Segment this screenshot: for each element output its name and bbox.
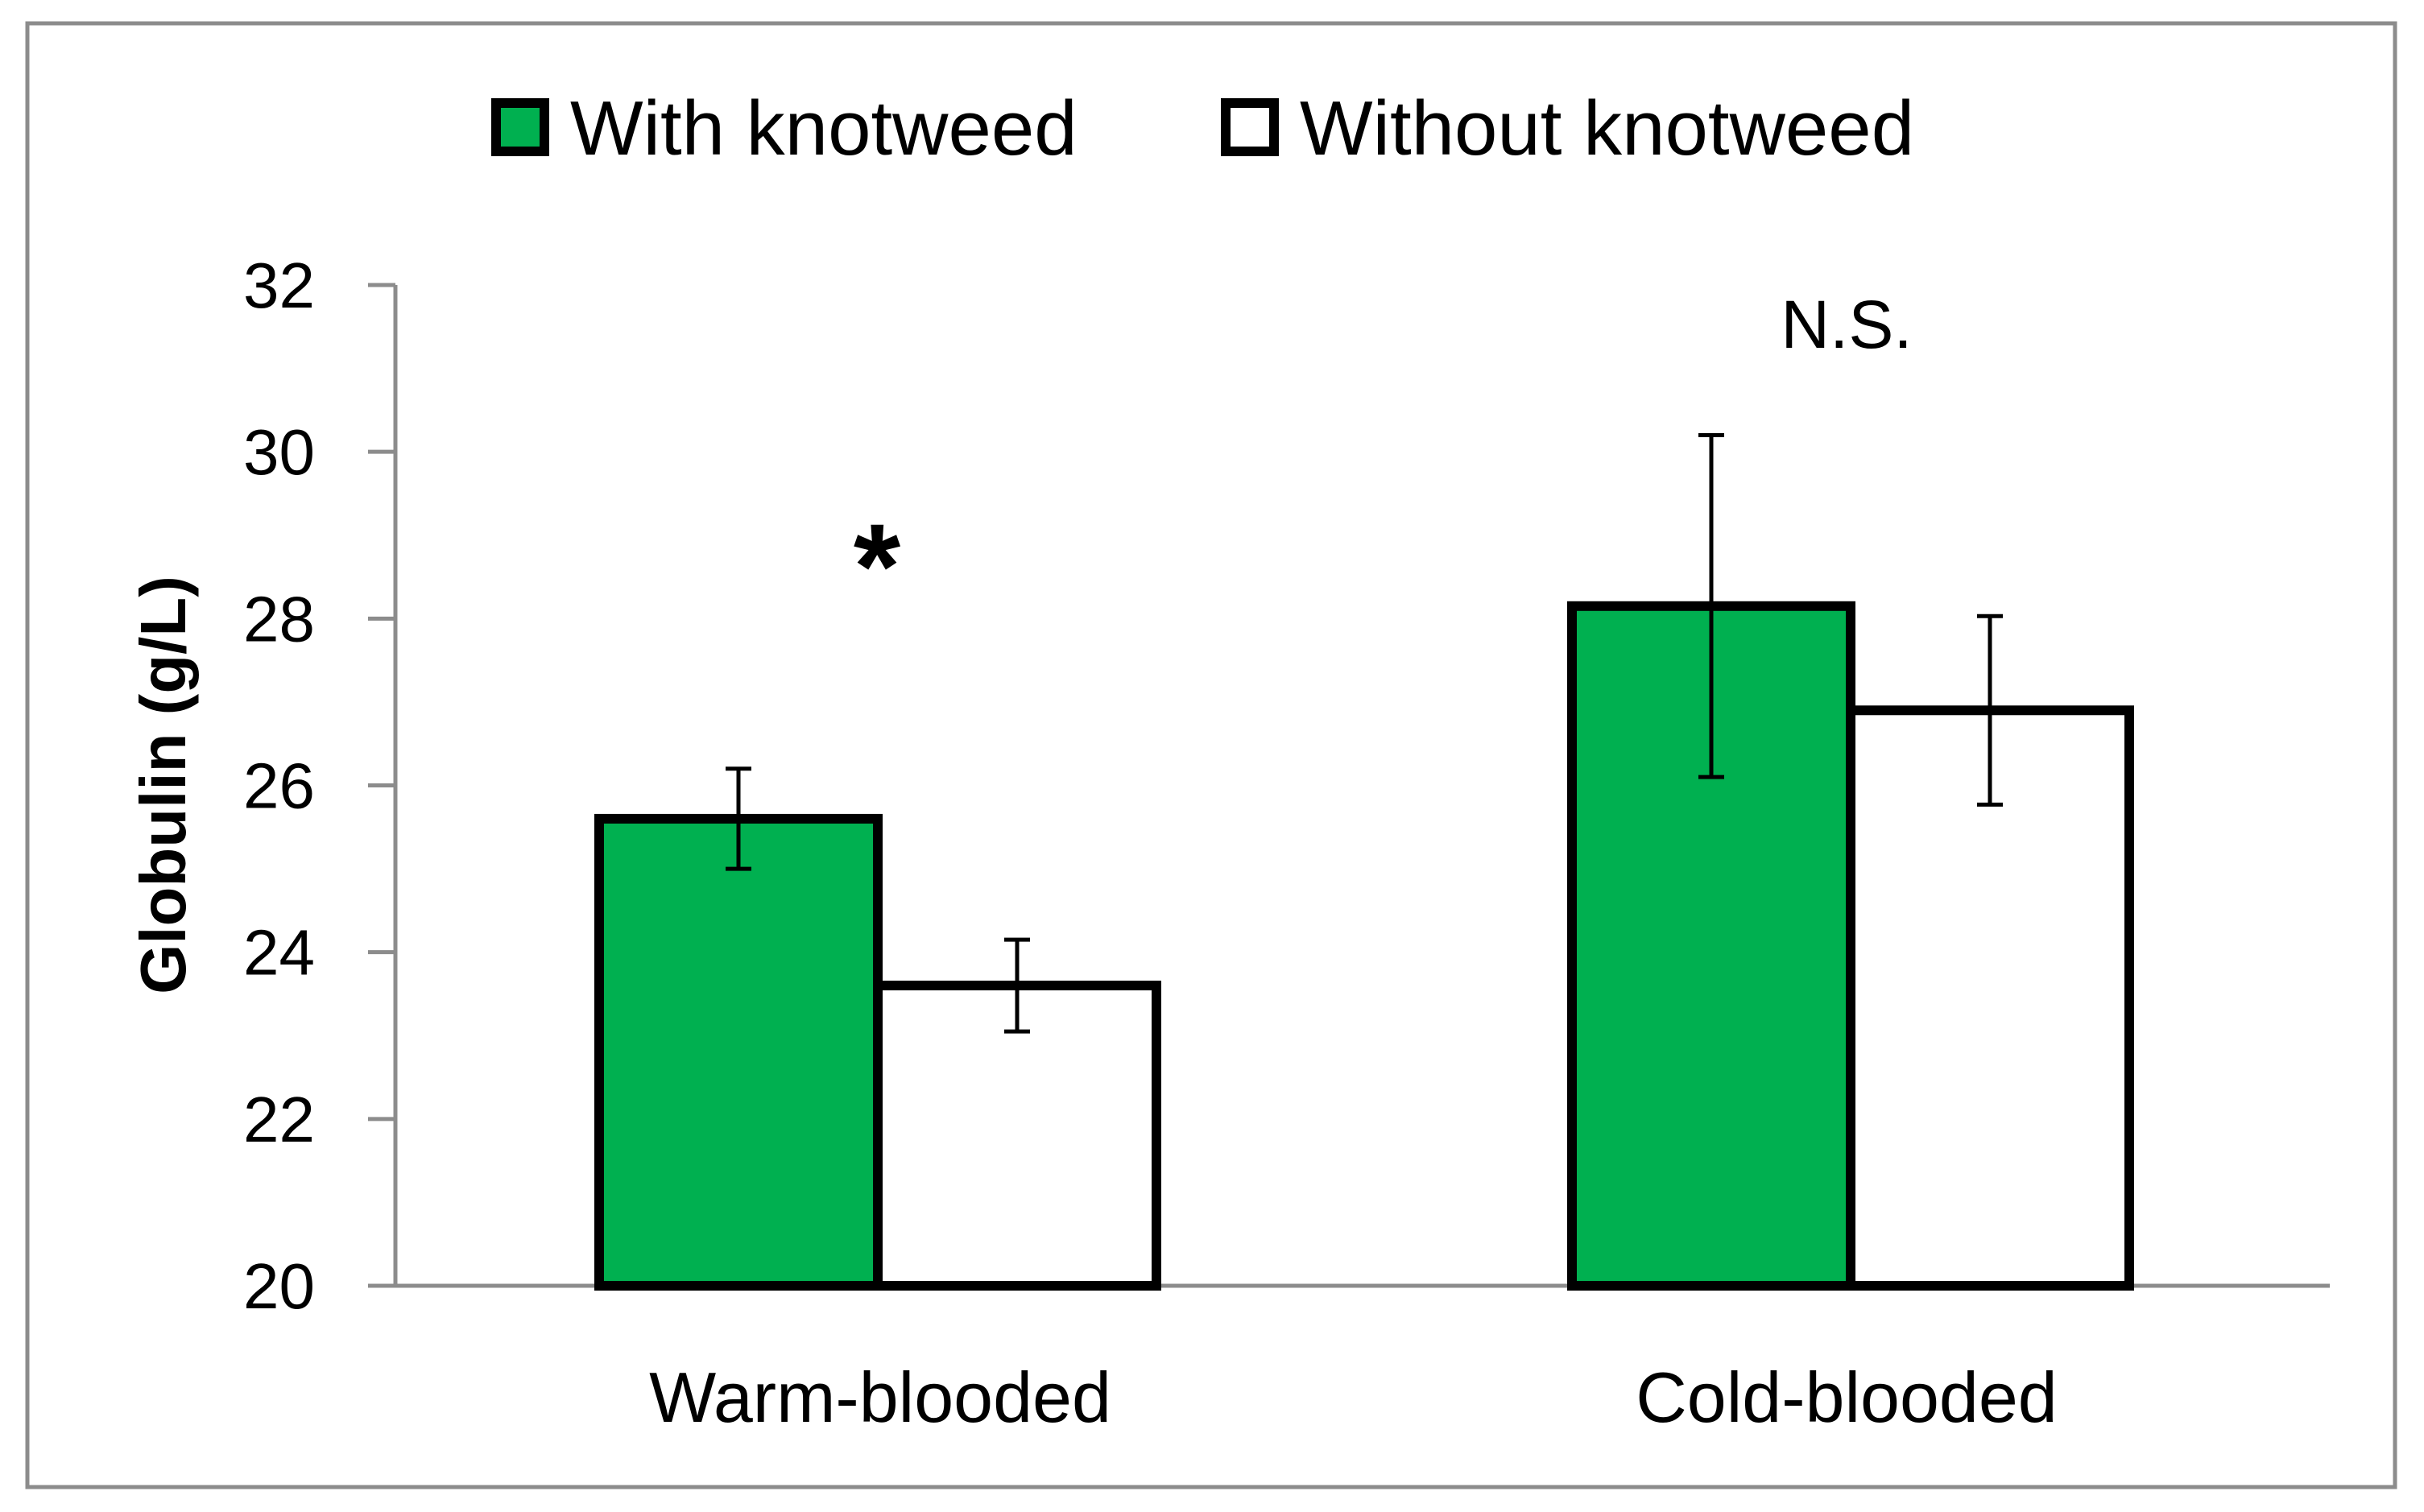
bar-warm-blooded-without-knotweed	[873, 981, 1161, 1291]
x-category-label-warm-blooded: Warm-blooded	[649, 1357, 1111, 1437]
y-tick-label: 30	[243, 416, 315, 488]
error-bar-cold-blooded-without-knotweed	[1977, 613, 2003, 807]
y-tick-label: 26	[243, 750, 315, 822]
legend: With knotweed Without knotweed	[491, 85, 1914, 171]
not-significant-label: N.S.	[1781, 287, 1912, 362]
y-tick-label: 32	[243, 250, 315, 321]
bars	[594, 432, 2134, 1291]
y-tick-label: 28	[243, 583, 315, 655]
y-tick-label: 24	[243, 917, 315, 989]
significance-star: *	[854, 498, 901, 634]
legend-label-with-knotweed: With knotweed	[570, 85, 1078, 171]
y-tick-label: 22	[243, 1084, 315, 1155]
y-axis-ticks: 20 22 24 26 28 30 32	[243, 250, 395, 1322]
legend-label-without-knotweed: Without knotweed	[1300, 85, 1914, 171]
legend-swatch-with-knotweed	[491, 98, 549, 156]
y-tick-label: 20	[243, 1250, 315, 1322]
error-bar-warm-blooded-without-knotweed	[1004, 937, 1030, 1034]
error-bar-warm-blooded-with-knotweed	[726, 766, 751, 871]
bar-warm-blooded-with-knotweed	[594, 813, 883, 1291]
legend-swatch-without-knotweed	[1221, 98, 1279, 156]
x-category-label-cold-blooded: Cold-blooded	[1636, 1357, 2058, 1437]
error-bar-cold-blooded-with-knotweed	[1698, 432, 1724, 779]
y-axis-label: Globulin (g/L)	[127, 576, 199, 994]
